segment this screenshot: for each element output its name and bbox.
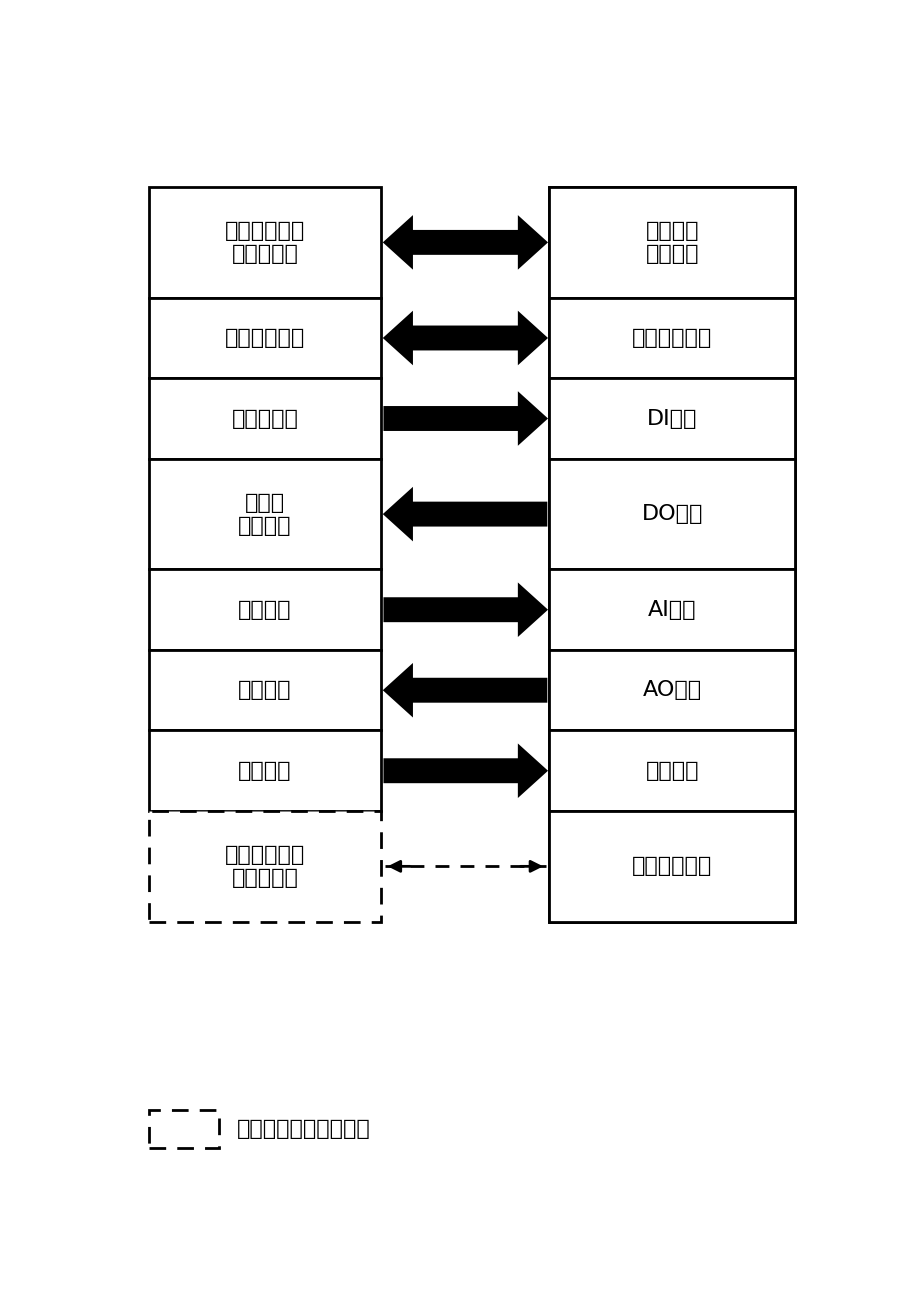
- Polygon shape: [385, 314, 546, 362]
- Text: 温度模块: 温度模块: [646, 761, 699, 780]
- Text: 采集用户电能
数据并上传: 采集用户电能 数据并上传: [225, 844, 305, 887]
- Bar: [149, 378, 381, 459]
- Bar: [550, 731, 795, 810]
- Polygon shape: [385, 218, 546, 267]
- Polygon shape: [385, 586, 546, 634]
- Polygon shape: [385, 490, 546, 538]
- Text: 双向计量模块: 双向计量模块: [632, 856, 713, 877]
- Bar: [550, 187, 795, 298]
- Text: 继电器
控制信号: 继电器 控制信号: [239, 493, 292, 536]
- Text: 底层设备
通信模块: 底层设备 通信模块: [646, 221, 699, 264]
- Bar: [149, 570, 381, 650]
- Bar: [149, 1110, 219, 1148]
- Bar: [149, 187, 381, 298]
- Bar: [550, 570, 795, 650]
- Bar: [550, 459, 795, 570]
- Bar: [149, 731, 381, 810]
- Bar: [149, 650, 381, 731]
- Bar: [550, 378, 795, 459]
- Bar: [149, 810, 381, 921]
- Bar: [149, 298, 381, 378]
- Text: 底层数据采集
及控制指令: 底层数据采集 及控制指令: [225, 221, 305, 264]
- Text: 区域型一体化终端独有: 区域型一体化终端独有: [237, 1119, 370, 1138]
- Polygon shape: [385, 746, 546, 795]
- Bar: [550, 810, 795, 921]
- Text: 温度数据: 温度数据: [239, 761, 292, 780]
- Polygon shape: [385, 667, 546, 715]
- Text: AI模块: AI模块: [649, 600, 697, 620]
- Text: 断路器状态: 断路器状态: [231, 409, 298, 429]
- Text: 备用输出: 备用输出: [239, 680, 292, 701]
- Text: 光照强度: 光照强度: [239, 600, 292, 620]
- Bar: [149, 459, 381, 570]
- Text: 终端之间通信: 终端之间通信: [225, 328, 305, 348]
- Text: DO模块: DO模块: [641, 505, 703, 524]
- Bar: [550, 298, 795, 378]
- Polygon shape: [385, 395, 546, 443]
- Text: 终端通信模块: 终端通信模块: [632, 328, 713, 348]
- Text: DI模块: DI模块: [648, 409, 697, 429]
- Text: AO模块: AO模块: [643, 680, 702, 701]
- Bar: [550, 187, 795, 921]
- Bar: [550, 650, 795, 731]
